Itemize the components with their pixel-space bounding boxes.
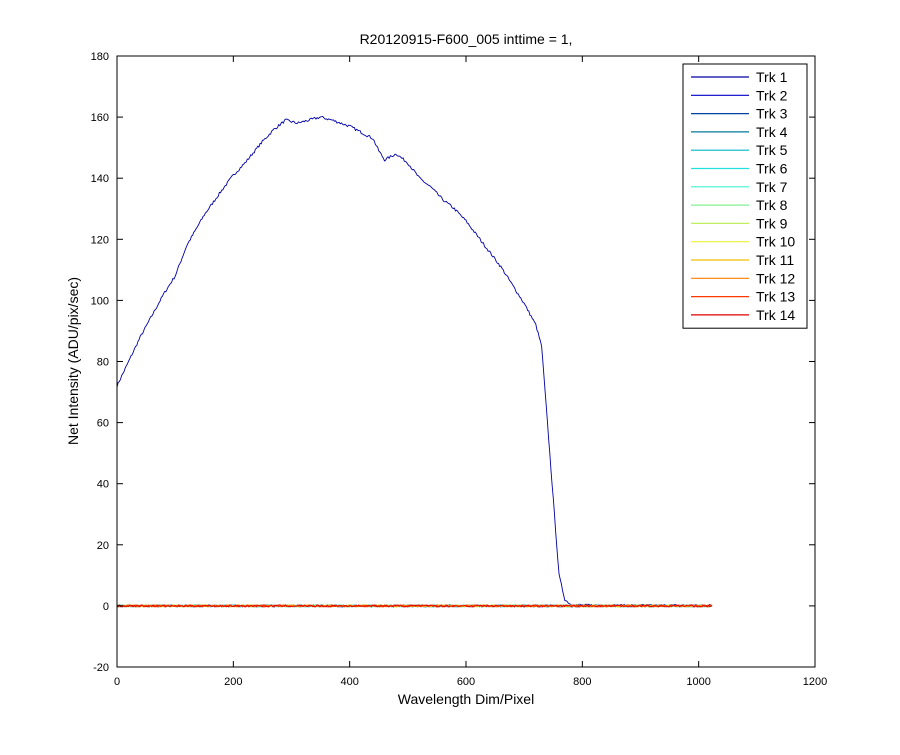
legend-label: Trk 12 bbox=[756, 270, 795, 286]
legend: Trk 1 Trk 2 Trk 3 Trk 4 Trk 5 Trk 6 Trk 7 Trk 8… bbox=[682, 63, 808, 329]
legend-label: Trk 5 bbox=[756, 142, 788, 158]
y-tick-label: -20 bbox=[93, 662, 109, 674]
y-axis-label: Net Intensity (ADU/pix/sec) bbox=[65, 277, 81, 445]
legend-label: Trk 11 bbox=[756, 252, 794, 268]
legend-label: Trk 3 bbox=[756, 106, 788, 122]
y-tick-label: 160 bbox=[91, 112, 109, 124]
y-tick-label: 60 bbox=[97, 418, 109, 430]
x-tick-label: 600 bbox=[457, 676, 475, 688]
y-ticks: -20 0 20 40 60 80 100 120 140 160 180 bbox=[91, 51, 815, 674]
x-ticks: 0 200 400 600 800 1000 1200 bbox=[114, 56, 827, 688]
x-tick-label: 200 bbox=[224, 676, 242, 688]
legend-label: Trk 8 bbox=[756, 197, 788, 213]
legend-label: Trk 10 bbox=[756, 234, 795, 250]
legend-label: Trk 14 bbox=[756, 307, 795, 323]
series-layer bbox=[116, 116, 713, 608]
y-tick-label: 140 bbox=[91, 173, 109, 185]
y-tick-label: 80 bbox=[97, 357, 109, 369]
x-tick-label: 1000 bbox=[686, 676, 710, 688]
x-tick-label: 800 bbox=[573, 676, 591, 688]
legend-label: Trk 4 bbox=[756, 124, 788, 140]
y-tick-label: 100 bbox=[91, 295, 109, 307]
legend-label: Trk 13 bbox=[756, 289, 795, 305]
x-tick-label: 0 bbox=[114, 676, 120, 688]
x-tick-label: 1200 bbox=[803, 676, 827, 688]
y-tick-label: 20 bbox=[97, 540, 109, 552]
legend-label: Trk 7 bbox=[756, 179, 788, 195]
legend-label: Trk 6 bbox=[756, 161, 788, 177]
y-tick-label: 0 bbox=[103, 601, 109, 613]
legend-box bbox=[682, 63, 808, 329]
chart-title: R20120915-F600_005 inttime = 1, bbox=[360, 31, 573, 47]
y-tick-label: 180 bbox=[91, 51, 109, 63]
legend-label: Trk 1 bbox=[756, 69, 788, 85]
x-tick-label: 400 bbox=[340, 676, 358, 688]
y-tick-label: 120 bbox=[91, 234, 109, 246]
x-axis-label: Wavelength Dim/Pixel bbox=[398, 691, 534, 707]
y-tick-label: 40 bbox=[97, 479, 109, 491]
series-line-trk-14 bbox=[116, 604, 713, 608]
legend-label: Trk 2 bbox=[756, 87, 788, 103]
legend-label: Trk 9 bbox=[756, 215, 788, 231]
